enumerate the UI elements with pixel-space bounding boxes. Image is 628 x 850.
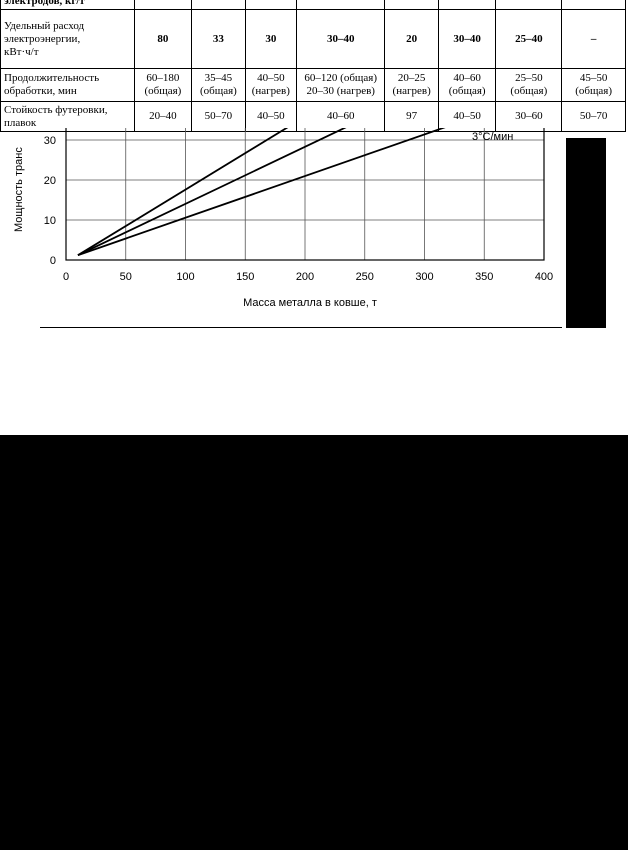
document-sheet: электродов, кг/т Удельный расход электроэн…	[0, 0, 628, 435]
plot-frame	[65, 128, 545, 261]
x-tick-label: 150	[236, 271, 254, 283]
table-row: электродов, кг/т	[0, 0, 626, 10]
table-cell: 33	[191, 9, 246, 69]
table-row: Стойкость футеровки, плавок 20–40 50–70 40–5…	[0, 101, 626, 132]
table-cell: 60–120 (общая) 20–30 (нагрев)	[296, 68, 386, 102]
table-cell: 40–60	[296, 101, 386, 132]
table-cell: 60–180 (общая)	[133, 68, 193, 102]
bottom-rule	[40, 327, 562, 328]
row-label: Продолжительность обработки, мин	[0, 68, 135, 102]
table-cell: 25–40	[495, 9, 563, 69]
table-cell: 80	[133, 9, 193, 69]
table-cell: 20	[384, 9, 439, 69]
table-cell: 50–70	[191, 101, 246, 132]
table-cell: 40–50 (нагрев)	[244, 68, 298, 102]
table-cell: 35–45 (общая)	[191, 68, 246, 102]
row-label: Стойкость футеровки, плавок	[0, 101, 135, 132]
table-cell	[495, 0, 563, 10]
parameters-table: электродов, кг/т Удельный расход электроэн…	[0, 0, 626, 132]
table-cell	[191, 0, 246, 10]
table-cell: 25–50 (общая)	[495, 68, 563, 102]
y-tick-label: 30	[44, 135, 56, 147]
table-row: Продолжительность обработки, мин 60–180 (об…	[0, 68, 626, 102]
series-line	[77, 128, 289, 256]
table-cell: –	[561, 9, 626, 69]
chart-annotation: 3°С/мин	[472, 131, 513, 143]
y-axis-label: Мощность транс	[13, 147, 25, 232]
table-cell: 30–60	[495, 101, 563, 132]
x-tick-label: 350	[475, 271, 493, 283]
black-bar	[566, 138, 606, 328]
x-tick-label: 400	[535, 271, 553, 283]
table-cell: 40–60 (общая)	[437, 68, 497, 102]
table-cell: 20–25 (нагрев)	[384, 68, 439, 102]
table-cell: 97	[384, 101, 439, 132]
table-cell: 30–40	[437, 9, 497, 69]
table-cell: 50–70	[561, 101, 626, 132]
series-line	[77, 128, 446, 257]
table-cell: 40–50	[437, 101, 497, 132]
y-tick-label: 0	[50, 255, 56, 267]
table-cell	[133, 0, 193, 10]
table-cell	[384, 0, 439, 10]
x-tick-label: 50	[120, 271, 132, 283]
row-label: Удельный расход электроэнергии, кВт·ч/т	[0, 9, 135, 69]
table-cell: 30–40	[296, 9, 386, 69]
table-cell	[244, 0, 298, 10]
table-cell	[296, 0, 386, 10]
x-axis-label: Масса металла в ковше, т	[243, 297, 377, 309]
table-cell	[437, 0, 497, 10]
x-tick-label: 300	[415, 271, 433, 283]
row-label: электродов, кг/т	[0, 0, 135, 10]
y-tick-label: 20	[44, 175, 56, 187]
y-tick-label: 10	[44, 215, 56, 227]
table-cell: 45–50 (общая)	[561, 68, 626, 102]
table-row: Удельный расход электроэнергии, кВт·ч/т 80 3…	[0, 9, 626, 69]
power-vs-mass-chart: 0 50 100 150 200 250 300 350 400 0 10 20 30 Масса мет…	[13, 128, 553, 309]
table-cell: 30	[244, 9, 298, 69]
x-tick-label: 200	[296, 271, 314, 283]
x-tick-label: 250	[356, 271, 374, 283]
x-tick-label: 0	[63, 271, 69, 283]
table-cell	[561, 0, 626, 10]
series-line	[77, 128, 347, 257]
x-tick-label: 100	[176, 271, 194, 283]
table-cell: 20–40	[133, 101, 193, 132]
table-cell: 40–50	[244, 101, 298, 132]
